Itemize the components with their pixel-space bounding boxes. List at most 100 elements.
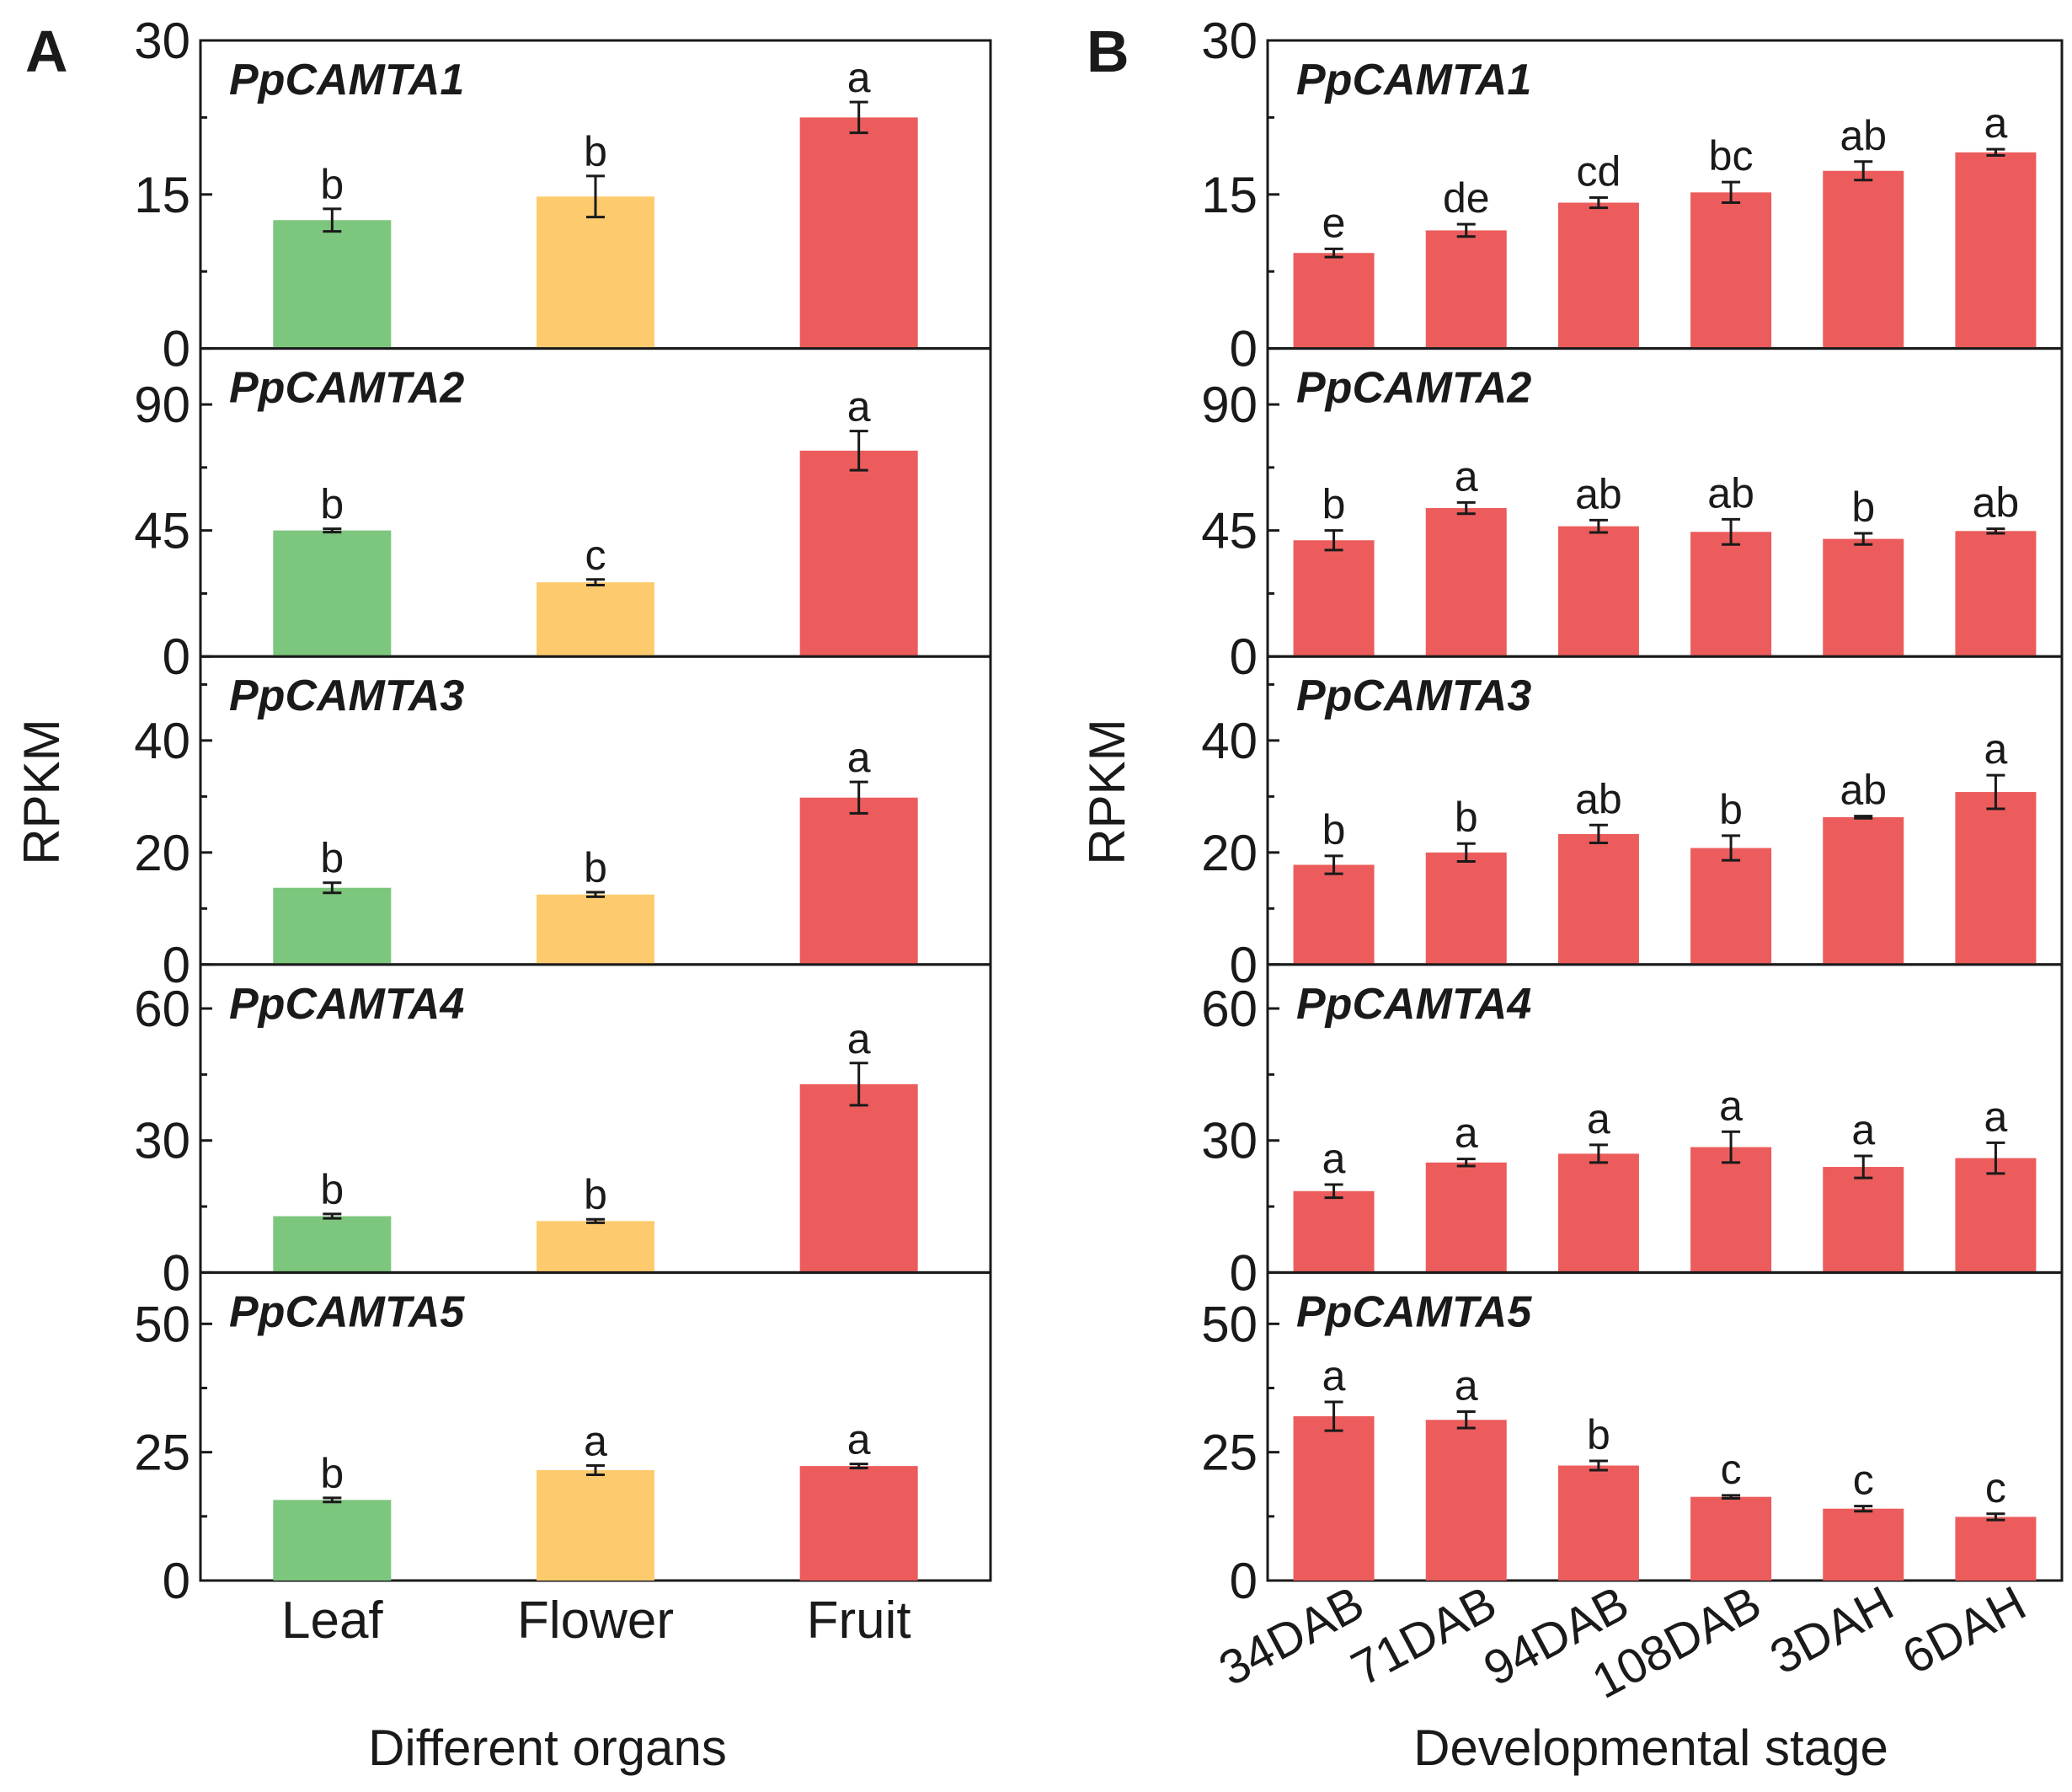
x-category-label: 71DAB: [1343, 1575, 1505, 1697]
panel-a-subplot-2: 0 45 90 PpCAMTA2 b c a: [134, 347, 992, 685]
panel-b-significance-letter: ab: [1840, 767, 1887, 814]
panel-b-error-bar: [1854, 1154, 1873, 1180]
panel-b-error-bar: [1854, 1505, 1873, 1513]
panel-a-significance-letter: a: [847, 54, 871, 101]
panel-b-bar: [1557, 1153, 1639, 1273]
panel-b-significance-letter: a: [1984, 99, 2008, 147]
y-tick-label: 40: [1201, 713, 1258, 769]
x-category-label: Fruit: [807, 1591, 911, 1650]
panel-a-error-bar: [849, 1062, 868, 1107]
panel-b-bar: [1557, 1465, 1639, 1581]
panel-a-significance-letter: c: [585, 532, 606, 579]
panel-b-error-bar: [1986, 773, 2005, 810]
panel-b-bar: [1955, 792, 2037, 965]
panel-a-significance-letter: a: [847, 383, 871, 431]
panel-b-error-bar: [1589, 195, 1608, 210]
x-category-label: 3DAH: [1761, 1575, 1902, 1685]
y-tick-label: 45: [134, 503, 190, 559]
panel-b-significance-letter: ab: [1575, 775, 1622, 822]
panel-b-error-bar: [1986, 527, 2005, 535]
y-tick-label: 50: [134, 1296, 190, 1352]
y-tick-label: 45: [1201, 503, 1258, 559]
panel-a-significance-letter: b: [320, 1166, 344, 1213]
panel-a-gene-label: PpCAMTA4: [229, 980, 464, 1029]
y-tick-label: 0: [1230, 1553, 1258, 1609]
panel-b-error-bar: [1456, 222, 1476, 238]
y-tick-label: 0: [1230, 1244, 1258, 1301]
panel-b-error-bar: [1324, 1400, 1343, 1432]
panel-b-label: B: [1087, 19, 1129, 84]
panel-b-error-bar: [1456, 842, 1476, 863]
panel-b-significance-letter: b: [1851, 484, 1875, 531]
panel-b-bar: [1293, 864, 1375, 965]
panel-b-bar: [1557, 833, 1639, 965]
panel-b-bar: [1823, 1167, 1904, 1273]
panel-b-subplot-2: 0 45 90 PpCAMTA2 b a ab ab b ab: [1201, 347, 2064, 685]
panel-a-gene-label: PpCAMTA3: [229, 671, 464, 720]
panel-b-error-bar: [1722, 1130, 1741, 1164]
panel-a-error-bar: [849, 100, 868, 135]
panel-b-bar: [1425, 852, 1507, 965]
panel-b-error-bar: [1854, 532, 1873, 546]
panel-b-bar: [1823, 170, 1904, 349]
panel-b-bar: [1823, 1508, 1904, 1581]
panel-a-significance-letter: a: [584, 1418, 607, 1465]
panel-a-gene-label: PpCAMTA1: [229, 56, 464, 104]
panel-a-bar: [273, 1216, 392, 1273]
panel-b-significance-letter: ab: [1973, 479, 2020, 527]
panel-b-error-bar: [1986, 1141, 2005, 1175]
panel-b-bar: [1823, 816, 1904, 965]
panel-b-error-bar: [1722, 834, 1741, 862]
panel-b-error-bar: [1456, 1410, 1476, 1430]
panel-a-significance-letter: a: [847, 1416, 871, 1463]
panel-b-bar: [1690, 532, 1772, 657]
panel-a-subplot-3: 0 20 40 PpCAMTA3 b b a: [134, 655, 992, 993]
panel-b-error-bar: [1324, 1183, 1343, 1200]
panel-b-bar: [1557, 526, 1639, 657]
panel-a-bar: [799, 450, 918, 657]
panel-b-bar: [1425, 230, 1507, 349]
panel-a-significance-letter: a: [847, 734, 871, 781]
panel-a-gene-label: PpCAMTA5: [229, 1287, 465, 1336]
panel-a-gene-label: PpCAMTA2: [229, 364, 464, 413]
panel-a-significance-letter: b: [320, 1450, 344, 1497]
panel-a-error-bar: [586, 1217, 605, 1224]
panel-b-bar: [1425, 508, 1507, 657]
panel-b-significance-letter: cd: [1577, 147, 1621, 195]
panel-b-error-bar: [1722, 1494, 1741, 1500]
y-tick-label: 30: [1201, 1113, 1258, 1169]
panel-a-bar: [799, 1466, 918, 1581]
panel-b-significance-letter: a: [1322, 1135, 1346, 1182]
panel-b-significance-letter: e: [1322, 199, 1346, 246]
y-tick-label: 0: [1230, 321, 1258, 377]
panel-b-error-bar: [1589, 1459, 1608, 1472]
panel-b-bar: [1425, 1162, 1507, 1273]
panel-a-subplot-1: 0 15 30 PpCAMTA1 b b a: [134, 13, 992, 377]
panel-b-gene-label: PpCAMTA1: [1296, 56, 1531, 104]
panel-b-bar: [1425, 1420, 1507, 1581]
panel-b-bar: [1293, 1190, 1375, 1273]
panel-a-bar: [799, 117, 918, 349]
y-tick-label: 60: [134, 981, 190, 1037]
panel-b-error-bar: [1854, 160, 1873, 182]
y-tick-label: 30: [1201, 13, 1258, 69]
panel-b-error-bar: [1589, 518, 1608, 534]
panel-b-error-bar: [1324, 854, 1343, 875]
panel-a-significance-letter: b: [320, 481, 344, 528]
panel-b-error-bar: [1589, 823, 1608, 845]
panel-b-significance-letter: a: [1719, 1082, 1743, 1129]
panel-b-gene-label: PpCAMTA5: [1296, 1287, 1532, 1336]
panel-b-error-bar: [1324, 247, 1343, 259]
panel-b-significance-letter: a: [1851, 1106, 1875, 1153]
panel-b-error-bar: [1722, 517, 1741, 546]
panel-b-significance-letter: c: [1721, 1446, 1742, 1493]
panel-a-error-bar: [849, 430, 868, 472]
y-tick-label: 15: [1201, 167, 1258, 223]
y-tick-label: 0: [163, 1553, 190, 1609]
panel-a-y-axis-title: RPKM: [13, 719, 70, 864]
panel-b-significance-letter: ab: [1707, 469, 1754, 516]
panel-b-bar: [1955, 152, 2037, 349]
panel-b-y-axis-title: RPKM: [1079, 719, 1135, 864]
